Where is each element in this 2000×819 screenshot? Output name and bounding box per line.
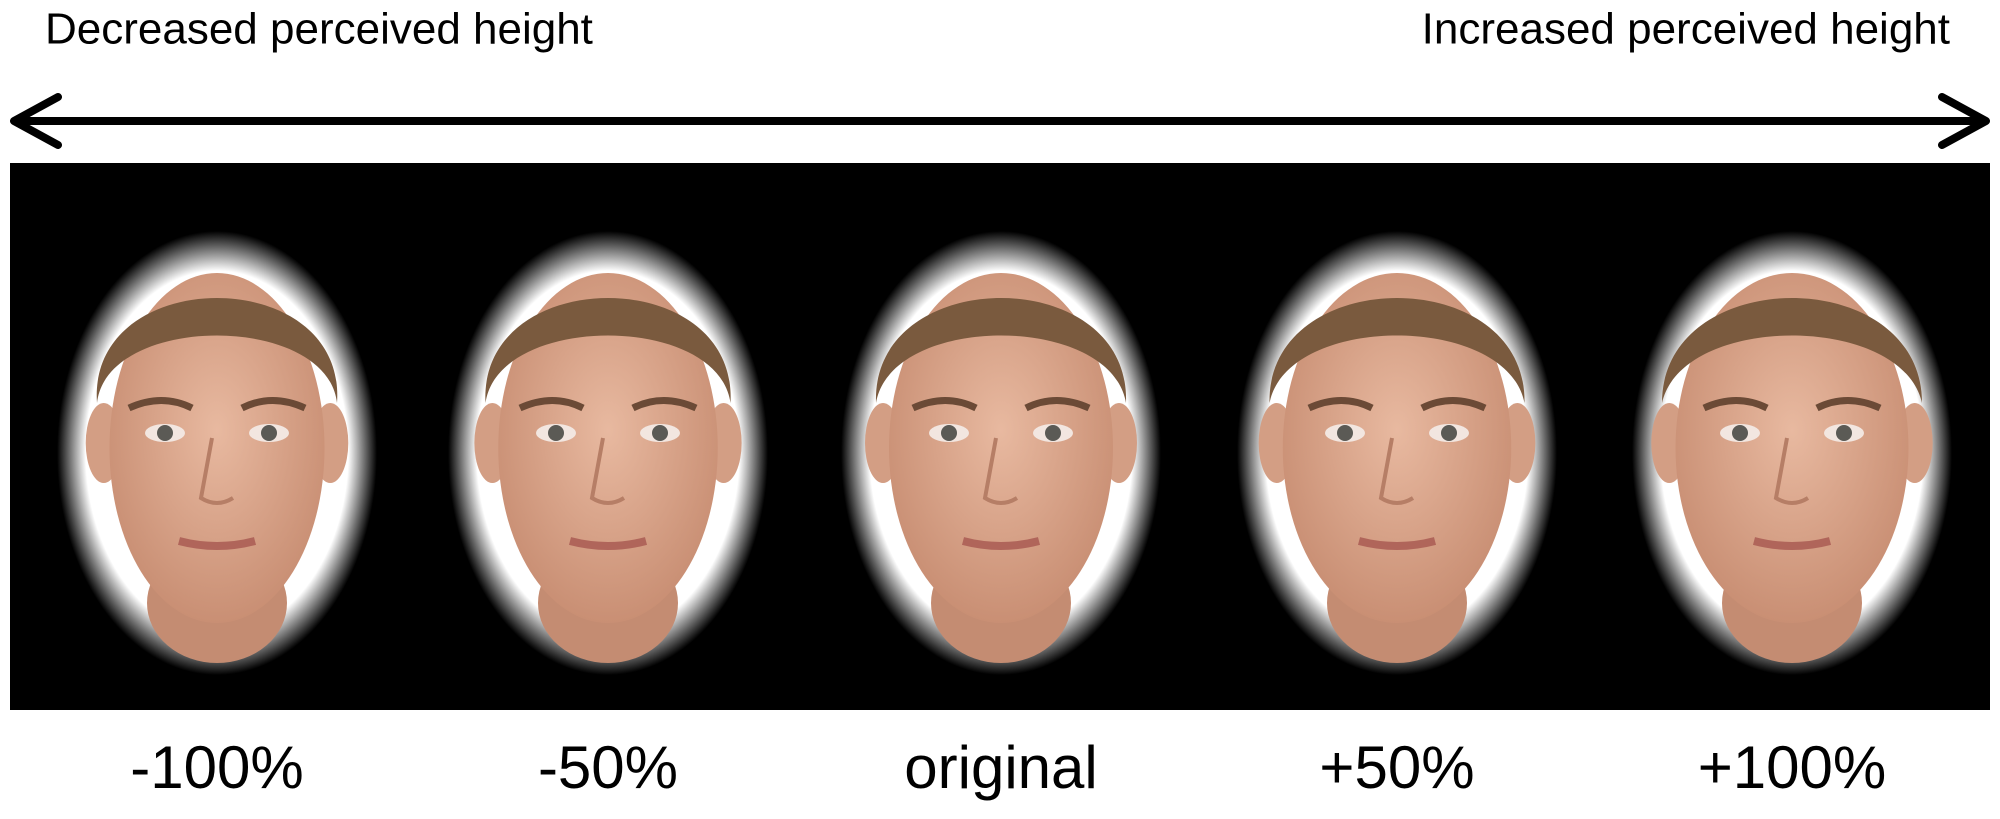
iris	[157, 425, 173, 441]
skin	[498, 273, 718, 623]
face-label: +100%	[1698, 734, 1887, 801]
face: -50%	[448, 231, 768, 801]
iris	[1337, 425, 1353, 441]
mouth	[961, 537, 1041, 550]
double-arrow	[10, 93, 1990, 149]
iris	[1732, 425, 1748, 441]
brow	[631, 397, 698, 412]
hair	[875, 298, 1127, 403]
faces: -100% -50% original +50% +100%	[57, 231, 1952, 801]
iris	[1836, 425, 1852, 441]
brow	[1024, 397, 1091, 412]
right-label: Increased perceived height	[1422, 5, 1950, 54]
face-label: -100%	[130, 734, 303, 801]
brow	[1702, 397, 1769, 412]
mouth	[177, 537, 257, 550]
iris	[652, 425, 668, 441]
skin	[1282, 273, 1512, 623]
face-label: -50%	[538, 734, 678, 801]
iris	[261, 425, 277, 441]
nose	[982, 437, 1019, 505]
mouth	[1357, 537, 1437, 550]
iris	[1441, 425, 1457, 441]
hair	[485, 298, 731, 403]
brow	[1420, 397, 1487, 412]
iris	[941, 425, 957, 441]
nose	[1773, 437, 1810, 505]
face: original	[841, 231, 1161, 801]
nose	[198, 437, 235, 505]
hair	[1269, 298, 1525, 403]
hair	[96, 298, 338, 403]
face-label: original	[904, 734, 1097, 801]
iris	[548, 425, 564, 441]
brow	[240, 397, 307, 412]
brow	[518, 397, 585, 412]
skin	[1675, 273, 1909, 623]
face: +50%	[1237, 231, 1557, 801]
face-label: +50%	[1319, 734, 1474, 801]
skin	[889, 273, 1113, 623]
brow	[1815, 397, 1882, 412]
left-label: Decreased perceived height	[45, 5, 593, 54]
skin	[109, 273, 325, 623]
brow	[911, 397, 978, 412]
face: -100%	[57, 231, 377, 801]
face: +100%	[1632, 231, 1952, 801]
nose	[589, 437, 626, 505]
mouth	[1752, 537, 1832, 550]
mouth	[568, 537, 648, 550]
brow	[127, 397, 194, 412]
hair	[1662, 298, 1922, 403]
nose	[1378, 437, 1415, 505]
brow	[1307, 397, 1374, 412]
iris	[1045, 425, 1061, 441]
